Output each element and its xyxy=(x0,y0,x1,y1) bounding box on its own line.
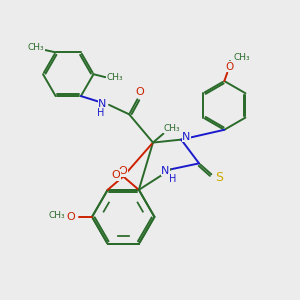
Text: CH₃: CH₃ xyxy=(234,53,250,62)
Text: CH₃: CH₃ xyxy=(48,211,65,220)
Text: CH₃: CH₃ xyxy=(28,43,45,52)
Text: O: O xyxy=(111,170,120,180)
Text: CH₃: CH₃ xyxy=(106,73,123,82)
Text: N: N xyxy=(98,99,106,109)
Text: N: N xyxy=(161,166,169,176)
Text: O: O xyxy=(119,166,128,176)
Text: H: H xyxy=(97,108,105,118)
Text: H: H xyxy=(169,174,176,184)
Text: S: S xyxy=(215,171,223,184)
Text: CH₃: CH₃ xyxy=(163,124,180,133)
Text: O: O xyxy=(66,212,75,222)
Text: N: N xyxy=(182,132,191,142)
Text: O: O xyxy=(135,87,144,97)
Text: O: O xyxy=(225,62,233,72)
